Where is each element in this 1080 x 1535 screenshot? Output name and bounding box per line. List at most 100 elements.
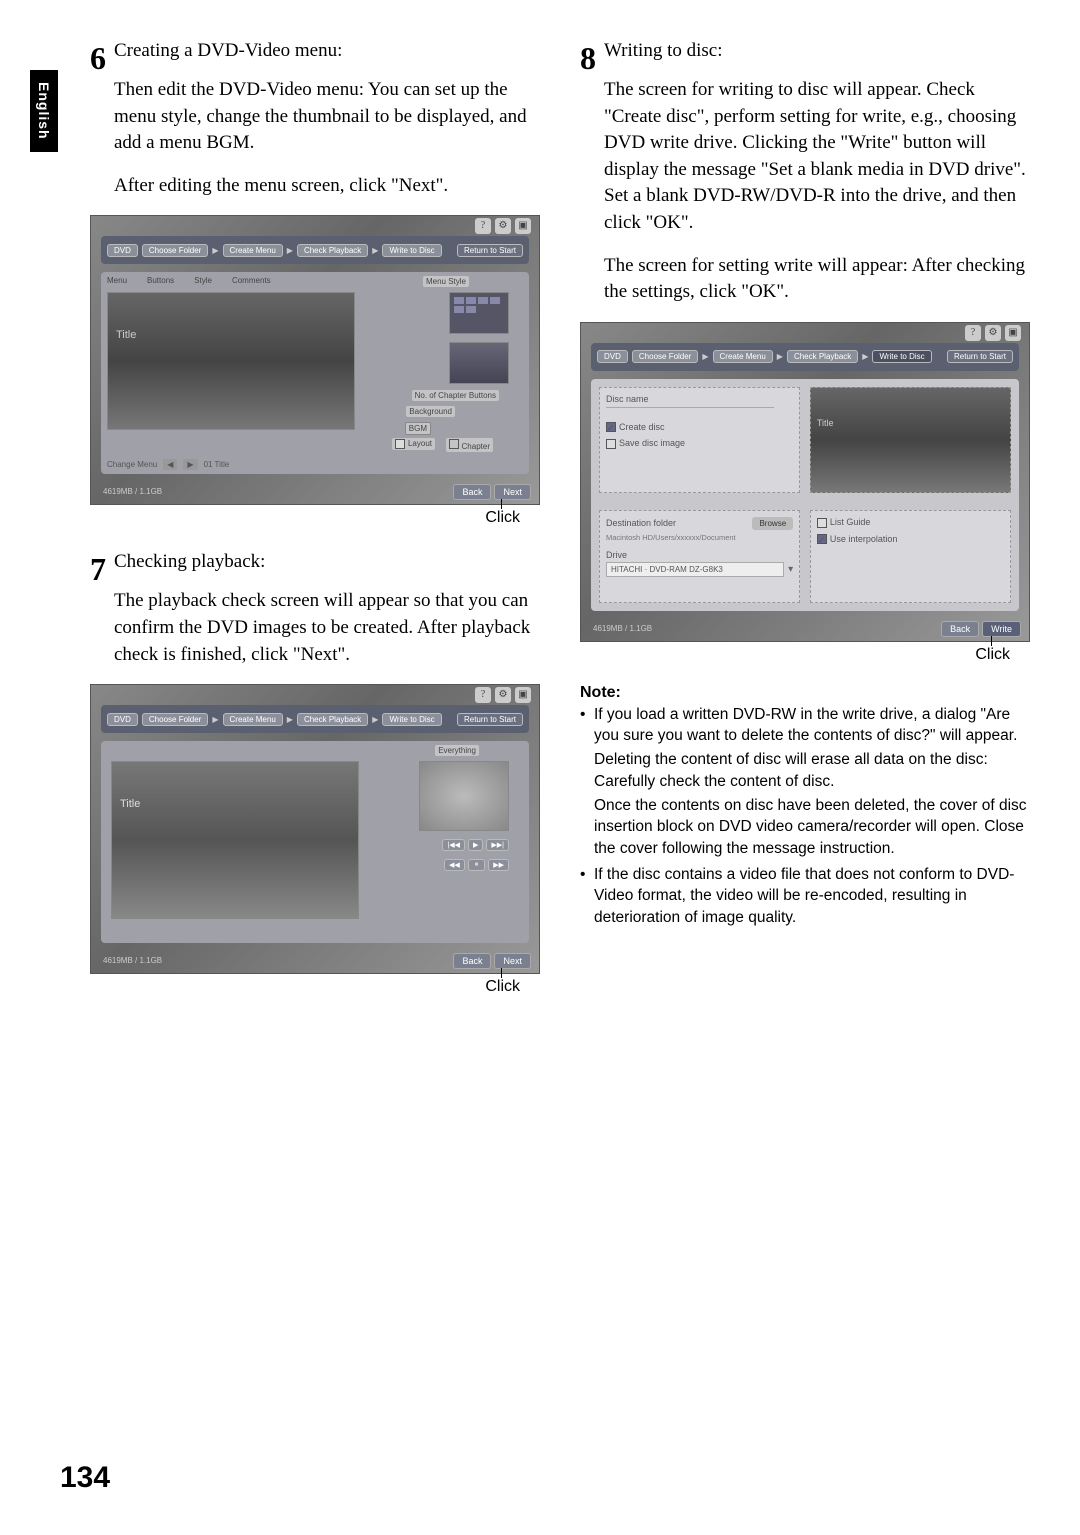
wizard-toolbar: DVD Choose Folder ▶ Create Menu ▶ Check …: [101, 236, 529, 264]
note-list: If you load a written DVD-RW in the writ…: [580, 704, 1030, 929]
browse-button: Browse: [752, 517, 793, 530]
step-number-8: 8: [580, 40, 596, 77]
step-8-title: Writing to disc:: [604, 40, 723, 61]
right-column: 8 Writing to disc: The screen for writin…: [580, 40, 1030, 1016]
click-label-2: Click: [90, 978, 540, 996]
disc-size: 4619MB / 1.1GB: [103, 487, 162, 496]
wizard-toolbar: DVD Choose Folder ▶ Create Menu ▶ Check …: [101, 705, 529, 733]
layout-label: Layout: [392, 438, 435, 450]
step-8-body-1: The screen for writing to disc will appe…: [604, 77, 1030, 237]
back-button: Back: [453, 484, 491, 500]
next-icon: ▶: [183, 459, 197, 470]
next-button: Next: [494, 953, 531, 969]
background-label: Background: [406, 406, 455, 417]
step-8: 8 Writing to disc: The screen for writin…: [580, 40, 1030, 306]
check-playback-step: Check Playback: [787, 350, 858, 363]
dest-folder-label: Destination folder: [606, 518, 676, 528]
create-menu-step: Create Menu: [223, 713, 283, 726]
create-menu-step: Create Menu: [713, 350, 773, 363]
return-to-start: Return to Start: [457, 244, 523, 257]
play-next: ▶▶|: [486, 839, 509, 851]
create-disc-check: ✓Create disc: [606, 422, 793, 433]
step-7-body: The playback check screen will appear so…: [114, 588, 540, 668]
back-button: Back: [941, 621, 979, 637]
step-6-body-2: After editing the menu screen, click "Ne…: [114, 173, 540, 200]
note-1: If you load a written DVD-RW in the writ…: [580, 704, 1030, 860]
style-tab: Style: [194, 276, 212, 285]
dropdown-icon: ▾: [788, 564, 793, 575]
drive-label: Drive: [606, 550, 793, 560]
click-label-3: Click: [580, 646, 1030, 664]
save-disc-image-check: Save disc image: [606, 438, 793, 449]
play: ▶: [468, 839, 483, 851]
settings-icon: ⚙: [495, 218, 511, 234]
pause: ⏸: [468, 859, 486, 871]
note-1a: If you load a written DVD-RW in the writ…: [594, 704, 1030, 747]
note-1c: Once the contents on disc have been dele…: [594, 795, 1030, 860]
step-number-6: 6: [90, 40, 106, 77]
prev-icon: ◀: [163, 459, 177, 470]
everything-label: Everything: [435, 745, 479, 756]
check-playback-step: Check Playback: [297, 713, 368, 726]
dvd-label: DVD: [597, 350, 628, 363]
menu-tab: Menu: [107, 276, 127, 285]
step-7-title: Checking playback:: [114, 551, 265, 572]
menu-style-label: Menu Style: [423, 276, 469, 287]
title-text: Title: [116, 329, 136, 341]
buttons-tab: Buttons: [147, 276, 174, 285]
page-number: 134: [60, 1461, 110, 1495]
play-prev: |◀◀: [442, 839, 465, 851]
screenshot-check-playback: ? ⚙ ▣ DVD Choose Folder ▶ Create Menu ▶ …: [90, 684, 540, 974]
bgm-label: BGM: [405, 422, 431, 435]
window-icon: ▣: [515, 687, 531, 703]
note-2: If the disc contains a video file that d…: [580, 864, 1030, 929]
check-playback-step: Check Playback: [297, 244, 368, 257]
screenshot-write-to-disc: ? ⚙ ▣ DVD Choose Folder ▶ Create Menu ▶ …: [580, 322, 1030, 642]
use-interpolation-check: ✓Use interpolation: [817, 534, 1004, 545]
change-menu: Change Menu: [107, 460, 157, 469]
chapter-label: Chapter: [446, 438, 493, 452]
write-button: Write: [982, 621, 1021, 637]
step-6: 6 Creating a DVD-Video menu: Then edit t…: [90, 40, 540, 199]
settings-icon: ⚙: [985, 325, 1001, 341]
return-to-start: Return to Start: [457, 713, 523, 726]
title-01: 01 Title: [204, 460, 230, 469]
step-number-7: 7: [90, 551, 106, 588]
return-to-start: Return to Start: [947, 350, 1013, 363]
rev: ◀◀: [444, 859, 465, 871]
disc-name-label: Disc name: [606, 394, 793, 404]
settings-icon: ⚙: [495, 687, 511, 703]
create-menu-step: Create Menu: [223, 244, 283, 257]
next-button: Next: [494, 484, 531, 500]
fwd: ▶▶: [488, 859, 509, 871]
comments-tab: Comments: [232, 276, 271, 285]
window-icon: ▣: [515, 218, 531, 234]
list-guide-check: List Guide: [817, 517, 1004, 528]
dvd-label: DVD: [107, 244, 138, 257]
dvd-label: DVD: [107, 713, 138, 726]
disc-size: 4619MB / 1.1GB: [103, 956, 162, 965]
disc-size: 4619MB / 1.1GB: [593, 624, 652, 633]
window-icon: ▣: [1005, 325, 1021, 341]
choose-folder-step: Choose Folder: [142, 713, 208, 726]
back-button: Back: [453, 953, 491, 969]
wizard-toolbar: DVD Choose Folder ▶ Create Menu ▶ Check …: [591, 343, 1019, 371]
note-1b: Deleting the content of disc will erase …: [594, 749, 1030, 792]
chapters-label: No. of Chapter Buttons: [412, 390, 499, 401]
click-label-1: Click: [90, 509, 540, 527]
step-6-title: Creating a DVD-Video menu:: [114, 40, 342, 61]
choose-folder-step: Choose Folder: [632, 350, 698, 363]
help-icon: ?: [475, 687, 491, 703]
write-to-disc-step: Write to Disc: [382, 713, 441, 726]
note-heading: Note:: [580, 684, 1030, 702]
help-icon: ?: [965, 325, 981, 341]
step-7: 7 Checking playback: The playback check …: [90, 551, 540, 668]
step-8-body-2: The screen for setting write will appear…: [604, 253, 1030, 306]
title-text: Title: [817, 418, 834, 428]
help-icon: ?: [475, 218, 491, 234]
step-6-body-1: Then edit the DVD-Video menu: You can se…: [114, 77, 540, 157]
drive-select: HITACHI · DVD-RAM DZ-G8K3: [606, 562, 784, 577]
folder-path: Macintosh HD/Users/xxxxxx/Document: [606, 533, 793, 542]
write-to-disc-step: Write to Disc: [872, 350, 931, 363]
screenshot-create-menu: ? ⚙ ▣ DVD Choose Folder ▶ Create Menu ▶ …: [90, 215, 540, 505]
